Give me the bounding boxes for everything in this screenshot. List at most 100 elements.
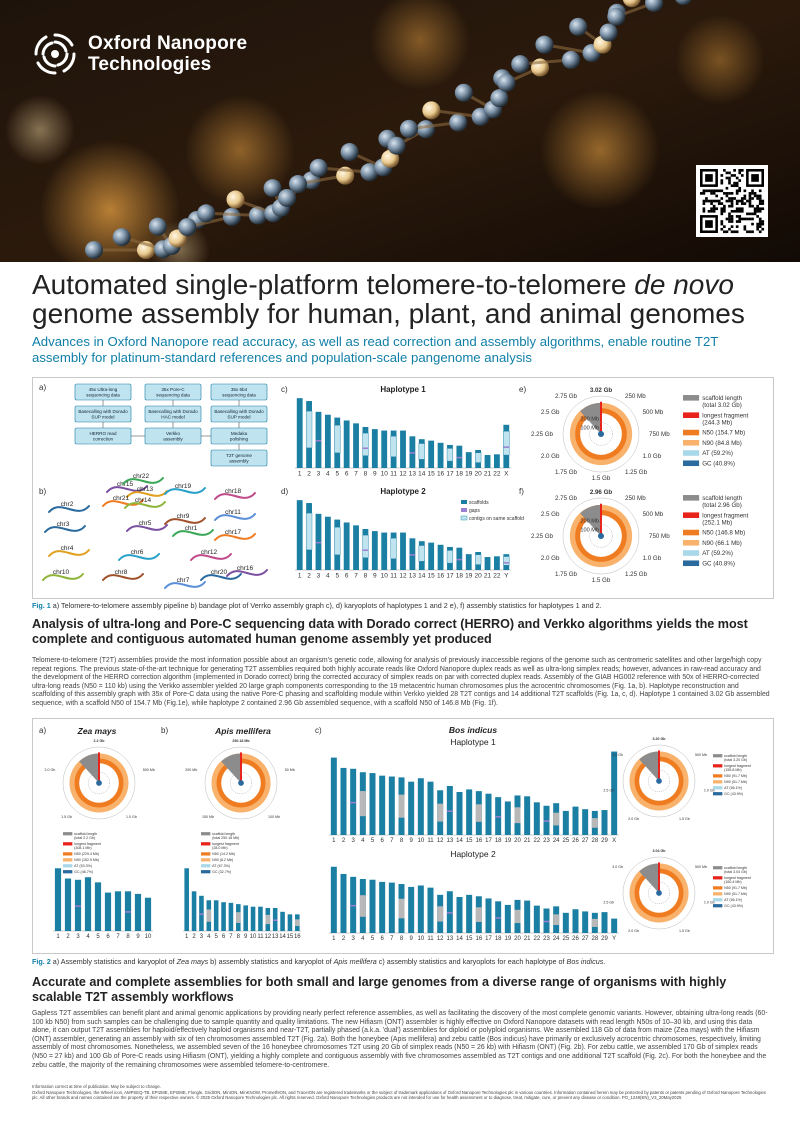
qr-module [715, 194, 719, 198]
helix-bead [622, 0, 641, 8]
karyo-tick: 1 [298, 471, 302, 478]
qr-module [756, 215, 759, 218]
karyo-contig-grey [553, 914, 560, 926]
bandage-component [226, 569, 268, 577]
karyo-bar [524, 796, 531, 835]
qr-module [715, 199, 719, 203]
karyo-bar [417, 778, 424, 835]
stats-legend-label: (total 2.96 Gb) [702, 502, 742, 509]
stats-legend-swatch [63, 842, 73, 846]
qr-module [720, 209, 724, 213]
stats-legend-label: GC (43.9%) [724, 792, 743, 796]
karyo-tick: 7 [229, 934, 233, 940]
karyo-bar [427, 887, 434, 933]
stats-inner-scale [647, 769, 671, 793]
helix-bead [309, 158, 328, 177]
hap1-title: Haplotype 1 [380, 385, 426, 394]
stats-tick: 2.0 Gb [44, 768, 55, 772]
karyo-bar [611, 751, 618, 835]
qr-module [751, 192, 754, 195]
karyo-bar [484, 557, 491, 570]
karyo-tick: 12 [264, 934, 271, 940]
karyo-tick: 15 [466, 936, 473, 942]
figure-2: a) b) c) Zea mays Apis mellifera Bos indicus H… [32, 718, 774, 954]
karyo-bar [134, 893, 142, 931]
karyo-bar [427, 781, 434, 835]
stats-legend-label: longest fragment [724, 764, 751, 768]
pipeline-label: 45x Ultra-long [89, 387, 118, 392]
qr-module [751, 230, 754, 234]
karyo-bar [533, 802, 540, 835]
stats-inner-tick: 100 Mb [580, 425, 599, 431]
karyo-tick: 1 [185, 934, 189, 940]
bandage-label: chr13 [137, 486, 154, 493]
stats-inner-scale [647, 881, 671, 905]
section2-heading: Accurate and complete assemblies for bot… [32, 975, 727, 1004]
qr-module [743, 225, 747, 228]
karyo-tick: 12 [437, 838, 444, 844]
qr-module [725, 171, 729, 175]
stats-tick: 500 Mb [643, 511, 664, 518]
qr-module [730, 192, 734, 195]
karyo-contig [475, 554, 482, 565]
bandage-label: chr1 [185, 525, 198, 532]
karyo-tick: 25 [562, 936, 569, 942]
bandage-component [164, 581, 206, 589]
stats-tick: 1.0 Gb [643, 453, 662, 460]
helix-bead [535, 35, 554, 54]
qr-module [730, 217, 734, 221]
stats-grey-sector [580, 504, 601, 536]
qr-module [748, 217, 752, 221]
karyo-tick: 3 [317, 471, 321, 478]
qr-code-icon[interactable] [696, 165, 768, 237]
karyo-tick: 16 [475, 838, 482, 844]
stats-legend-label: (total 3.04 Gb) [724, 870, 747, 874]
qr-module [705, 199, 708, 203]
stats-legend-label: (28.0 Mb) [212, 846, 227, 850]
karyo-bar [400, 532, 406, 570]
qr-module [738, 186, 742, 190]
helix-bead [340, 143, 359, 162]
stats-legend-swatch [713, 780, 723, 784]
karyo-bar [504, 904, 511, 933]
qr-module [758, 199, 762, 203]
qr-module [730, 202, 734, 205]
karyo-contig-grey [514, 909, 521, 924]
pipeline-label: SUP model [227, 415, 250, 420]
qr-module [728, 217, 731, 221]
pipeline-label: 35x Pore-C [161, 387, 185, 392]
karyo-gap [503, 446, 510, 448]
stats-legend-label: scaffold length [74, 832, 97, 836]
stats-tick: 2.0 Gb [628, 817, 639, 821]
qr-module [710, 209, 713, 213]
stats-legend-swatch [713, 866, 723, 870]
stats-tick: 1.5 Gb [679, 929, 690, 933]
qr-module [761, 227, 765, 231]
karyo-tick: 5 [371, 838, 375, 844]
qr-module [738, 220, 742, 223]
qr-module [748, 230, 752, 234]
qr-module [758, 194, 762, 198]
title-line2: genome assembly for human, plant, and an… [32, 298, 745, 329]
stats-tick: 1.75 Gb [555, 571, 578, 578]
stats-tick: 3.0 Gb [612, 753, 623, 757]
bandage-label: chr19 [175, 483, 192, 490]
fig1-caption-text: a) Telomere-to-telomere assembly pipelin… [50, 601, 602, 610]
karyo-bar [280, 911, 285, 931]
stats-tick: 250.18 Mb [232, 739, 250, 743]
karyo-tick: 12 [437, 936, 444, 942]
karyo-bar [340, 767, 347, 835]
karyo-tick: 2 [307, 573, 311, 580]
qr-module [735, 209, 739, 213]
karyo-tick: 1 [298, 573, 302, 580]
karyo-bar [144, 897, 152, 931]
qr-module [761, 220, 765, 223]
karyo-tick: 2 [342, 838, 346, 844]
qr-module [761, 222, 765, 226]
bandage-component [48, 549, 90, 557]
stats-legend-swatch [201, 832, 211, 836]
karyo-bar [324, 516, 331, 570]
qr-module [730, 204, 734, 208]
stats-tick: 1.5 Gb [592, 577, 611, 584]
stats-tick: 50 Mb [285, 768, 295, 772]
